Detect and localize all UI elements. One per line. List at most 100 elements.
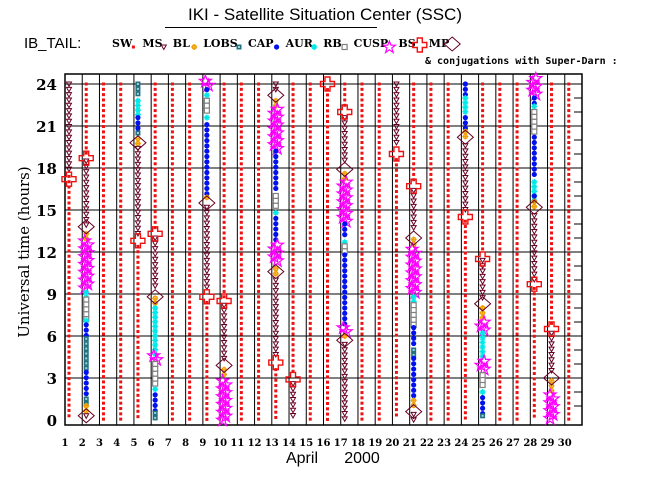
point-sw (239, 194, 243, 198)
point-ms (290, 386, 297, 392)
point-sw (550, 194, 554, 198)
point-ms (341, 120, 348, 126)
point-sw (170, 380, 174, 384)
point-sw (170, 156, 174, 160)
point-rb (531, 123, 538, 130)
point-sw (567, 247, 571, 251)
point-sw (291, 151, 295, 155)
point-sw (274, 400, 278, 404)
point-ms (548, 336, 555, 342)
point-sw (326, 114, 329, 118)
point-sw (170, 226, 174, 230)
point-sw (205, 380, 209, 384)
point-sw (515, 311, 519, 315)
point-sw (498, 247, 502, 251)
point-sw (308, 284, 312, 288)
point-cap (204, 169, 210, 176)
point-sw (412, 162, 416, 166)
point-sw (257, 220, 261, 224)
point-sw (481, 226, 485, 230)
point-sw (550, 236, 554, 240)
point-aur (203, 113, 211, 122)
point-sw (257, 199, 261, 203)
bs-marker-icon (216, 293, 232, 309)
segment-cap (462, 115, 468, 131)
point-sw (308, 289, 312, 293)
point-sw (498, 220, 502, 224)
point-rb (83, 306, 90, 313)
point-sw (239, 151, 243, 155)
point-ms (83, 169, 90, 175)
point-sw (308, 130, 312, 134)
point-sw (481, 172, 485, 176)
point-sw (567, 183, 571, 187)
point-sw (119, 141, 123, 145)
mp-marker-icon (198, 195, 216, 211)
bs-marker-icon (474, 251, 491, 267)
point-sw (205, 338, 209, 342)
point-sw (481, 199, 485, 203)
legend-label-bs: BS (398, 37, 415, 50)
point-ms (531, 266, 538, 272)
point-sw (515, 375, 519, 379)
point-sw (377, 380, 381, 384)
segment-cap (204, 122, 210, 197)
point-sw (394, 195, 398, 199)
point-ms (341, 368, 348, 374)
point-lobs (135, 81, 141, 87)
point-sw (429, 199, 433, 203)
point-bl (530, 202, 538, 211)
point-sw (291, 327, 295, 331)
point-sw (515, 220, 519, 224)
point-sw (326, 417, 329, 421)
point-sw (515, 252, 519, 256)
point-sw (429, 258, 433, 262)
point-sw (532, 377, 536, 381)
point-sw (463, 336, 467, 340)
point-sw (291, 98, 295, 102)
point-sw (532, 318, 536, 322)
point-sw (170, 252, 174, 256)
point-sw (498, 311, 502, 315)
point-sw (343, 98, 347, 102)
point-sw (481, 236, 485, 240)
point-sw (567, 242, 571, 246)
point-ms (152, 246, 159, 252)
segment-rb (152, 360, 159, 387)
point-sw (567, 375, 571, 379)
point-sw (377, 236, 381, 240)
point-sw (515, 93, 519, 97)
point-sw (567, 343, 571, 347)
point-sw (119, 82, 123, 86)
point-sw (67, 355, 71, 359)
point-sw (550, 231, 554, 235)
point-ms (152, 267, 159, 273)
point-rb (410, 302, 417, 309)
point-sw (360, 268, 364, 272)
point-sw (239, 375, 243, 379)
point-sw (567, 119, 571, 123)
point-ms (548, 357, 555, 363)
point-sw (326, 279, 329, 283)
point-ms (462, 159, 469, 165)
point-sw (170, 316, 174, 320)
point-ms (66, 97, 72, 103)
point-sw (498, 375, 502, 379)
point-sw (291, 226, 295, 230)
point-sw (567, 348, 571, 352)
point-ms (393, 140, 400, 146)
point-sw (67, 403, 71, 407)
point-sw (377, 305, 381, 309)
point-sw (515, 353, 519, 357)
point-ms (531, 260, 538, 267)
point-sw (119, 130, 123, 134)
point-sw (119, 417, 123, 421)
point-ms (203, 252, 210, 259)
point-sw (377, 194, 381, 198)
point-sw (377, 369, 381, 373)
point-ms (83, 195, 90, 202)
point-sw (239, 391, 243, 395)
point-sw (153, 87, 157, 91)
segment-sw (343, 82, 347, 107)
